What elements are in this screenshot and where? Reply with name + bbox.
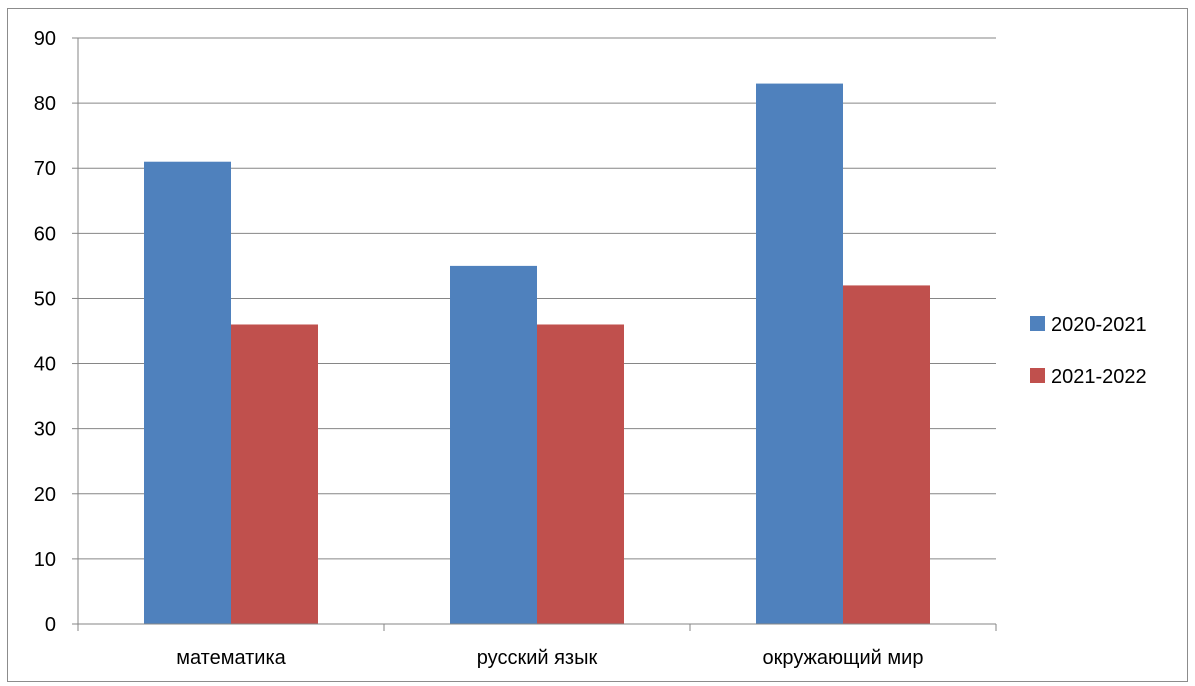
- y-tick-label: 50: [34, 288, 56, 310]
- y-tick-label: 0: [45, 614, 56, 636]
- legend-swatch: [1030, 316, 1045, 331]
- bar: [756, 83, 843, 625]
- y-tick-labels: 0 10 20 30 40 50 60 70 80 90: [34, 28, 56, 636]
- x-tick-label: окружающий мир: [763, 647, 924, 669]
- bar: [450, 265, 537, 624]
- y-tick-label: 10: [34, 549, 56, 571]
- y-tick-label: 20: [34, 484, 56, 506]
- legend-swatch: [1030, 368, 1045, 383]
- y-tick-label: 90: [34, 28, 56, 50]
- legend-label: 2021-2022: [1051, 366, 1147, 388]
- bar: [231, 324, 318, 624]
- x-tick-label: математика: [176, 647, 286, 669]
- y-tick-label: 60: [34, 223, 56, 245]
- bars: [144, 83, 930, 625]
- bar: [144, 161, 231, 624]
- legend: 2020-2021 2021-2022: [1030, 314, 1147, 388]
- x-tick-label: русский язык: [477, 647, 598, 669]
- y-tick-label: 80: [34, 93, 56, 115]
- y-tick-label: 40: [34, 354, 56, 376]
- bar: [843, 285, 930, 624]
- y-tick-label: 70: [34, 158, 56, 180]
- bar: [537, 324, 624, 624]
- legend-label: 2020-2021: [1051, 314, 1147, 336]
- axes: [72, 37, 997, 631]
- x-tick-labels: математика русский язык окружающий мир: [176, 647, 923, 669]
- y-tick-label: 30: [34, 419, 56, 441]
